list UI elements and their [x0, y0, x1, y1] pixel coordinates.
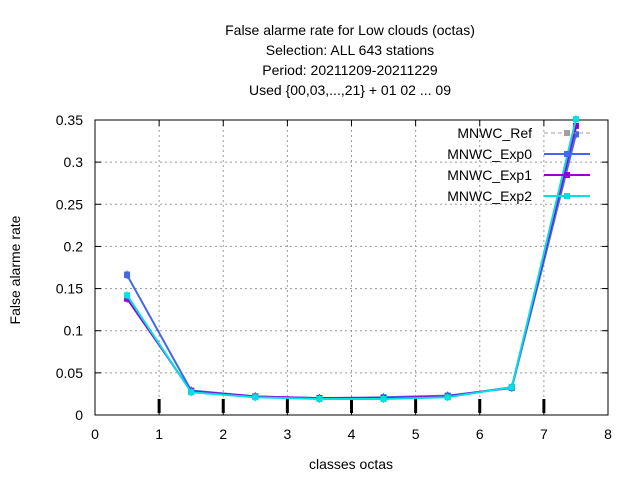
y-tick-label: 0.3 [64, 154, 84, 170]
x-tick-label: 1 [155, 426, 163, 442]
y-tick-label: 0.1 [64, 323, 84, 339]
x-tick-label: 8 [604, 426, 612, 442]
x-tick-label: 5 [412, 426, 420, 442]
legend-label: MNWC_Exp2 [447, 188, 532, 204]
x-tick-label: 2 [219, 426, 227, 442]
x-tick-label: 4 [348, 426, 356, 442]
title-line-2: Selection: ALL 643 stations [265, 42, 435, 58]
series-lines [124, 115, 579, 403]
legend-marker [564, 130, 570, 136]
axes [94, 119, 609, 416]
grid [95, 120, 608, 415]
legend: MNWC_Ref MNWC_Exp0 MNWC_Exp1 MNWC_Exp2 [447, 125, 590, 204]
legend-label: MNWC_Ref [457, 125, 532, 141]
series-line-mnwc-exp2 [126, 118, 577, 400]
y-tick-label: 0.2 [64, 238, 84, 254]
legend-label: MNWC_Exp1 [447, 167, 532, 183]
title-line-1: False alarme rate for Low clouds (octas) [225, 22, 475, 38]
y-tick-label: 0.25 [56, 196, 83, 212]
title-line-4: Used {00,03,...,21} + 01 02 ... 09 [249, 82, 451, 98]
legend-marker [564, 172, 570, 178]
x-tick-label: 7 [540, 426, 548, 442]
x-axis-label: classes octas [308, 456, 394, 472]
title-line-3: Period: 20211209-20211229 [262, 62, 438, 78]
legend-label: MNWC_Exp0 [447, 146, 532, 162]
y-tick-label: 0.05 [56, 365, 83, 381]
legend-marker [564, 151, 570, 157]
x-tick-label: 3 [283, 426, 291, 442]
y-tick-label: 0 [75, 407, 83, 423]
legend-marker [564, 193, 570, 199]
x-tick-label: 0 [91, 426, 99, 442]
tick-labels: 0 1 2 3 4 5 6 7 8 0 0.05 0.1 0.15 0.2 0.25 0.3 0.35 [56, 112, 612, 442]
x-tick-label: 6 [476, 426, 484, 442]
y-tick-label: 0.35 [56, 112, 83, 128]
y-tick-label: 0.15 [56, 281, 83, 297]
